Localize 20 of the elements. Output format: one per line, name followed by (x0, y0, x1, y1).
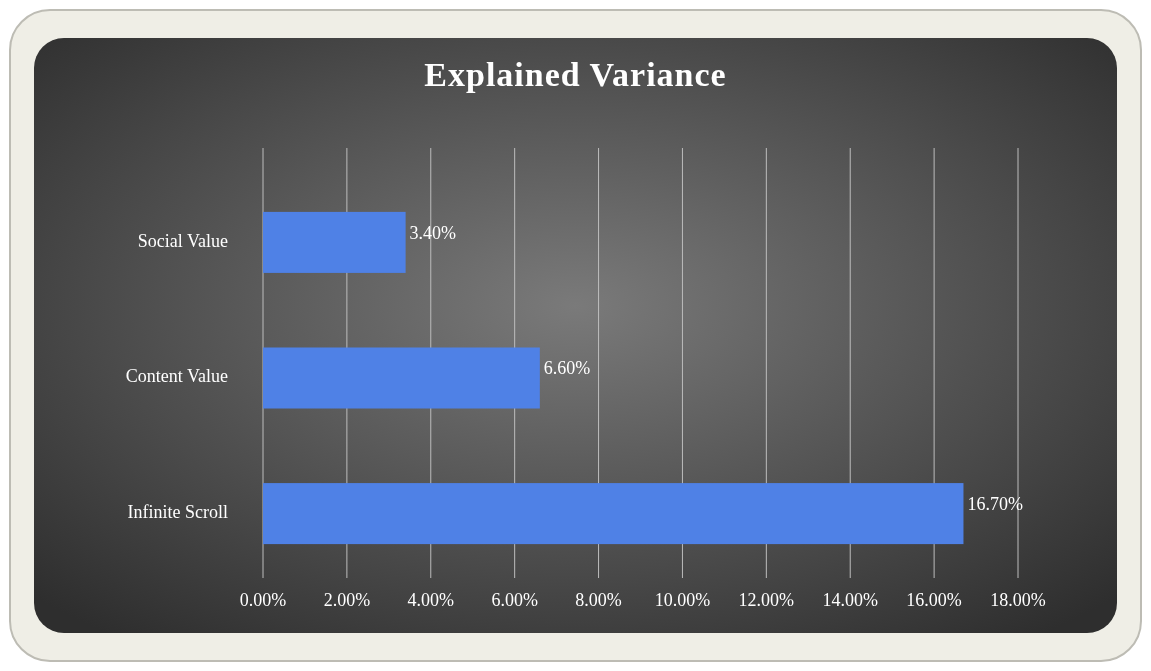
chart-title: Explained Variance (424, 56, 727, 93)
bar (263, 483, 964, 545)
x-tick-label: 18.00% (990, 590, 1046, 610)
data-label: 6.60% (543, 358, 591, 379)
x-tick-label: 14.00% (822, 590, 878, 610)
y-tick-label: Content Value (125, 366, 229, 387)
data-label: 16.70% (967, 493, 1023, 514)
x-tick-label: 10.00% (654, 590, 711, 610)
x-tick-label: 12.00% (738, 590, 795, 610)
y-tick-label: Social Value (137, 230, 228, 251)
y-tick-label: Infinite Scroll (127, 501, 228, 522)
bar (263, 347, 540, 409)
x-tick-label: 8.00% (575, 590, 622, 610)
bar (263, 211, 406, 273)
x-tick-label: 16.00% (906, 590, 962, 610)
x-tick-label: 0.00% (239, 590, 287, 610)
x-tick-label: 6.00% (491, 590, 538, 610)
x-tick-label: 2.00% (323, 590, 371, 610)
data-label: 3.40% (409, 222, 457, 243)
x-tick-label: 4.00% (407, 590, 455, 610)
